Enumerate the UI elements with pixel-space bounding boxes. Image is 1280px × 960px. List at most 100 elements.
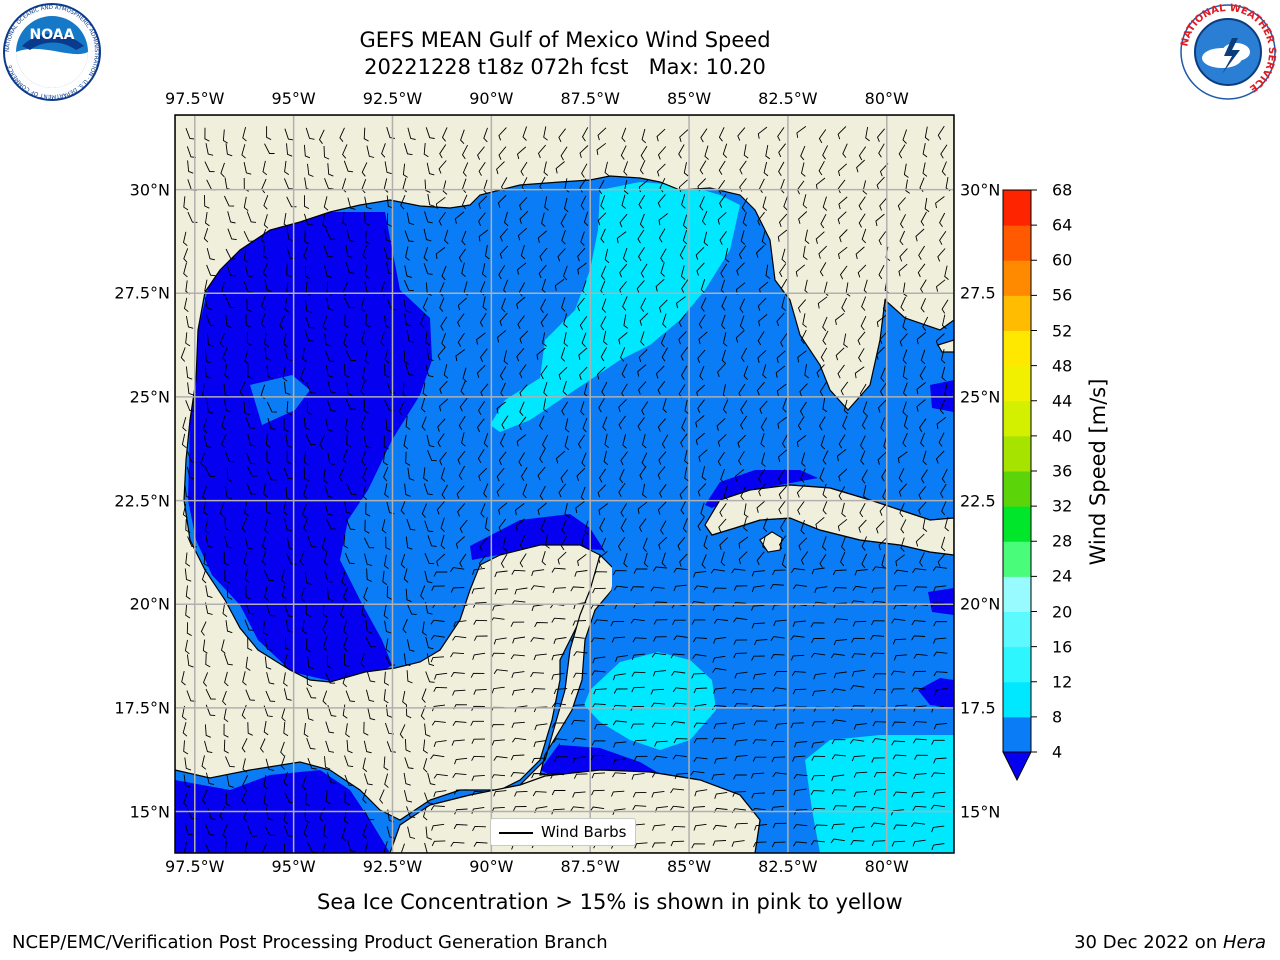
- wind-barb: [857, 331, 866, 346]
- wind-barb: [306, 687, 317, 699]
- wind-barb: [840, 381, 849, 396]
- wind-barb: [776, 383, 787, 396]
- wind-barb: [657, 501, 667, 515]
- page-subtitle: 20221228 t18z 072h fcst Max: 10.20: [364, 55, 766, 79]
- wind-barb: [900, 519, 907, 534]
- wind-barb: [914, 754, 928, 760]
- wind-barb: [452, 721, 467, 727]
- wind-barb: [620, 145, 627, 160]
- colorbar-tick-label: 68: [1052, 180, 1073, 200]
- wind-barb: [263, 244, 269, 259]
- wind-barb: [680, 500, 687, 515]
- wind-barb: [898, 144, 906, 159]
- wind-barb: [719, 537, 729, 550]
- wind-barb: [661, 434, 669, 449]
- wind-barb: [640, 145, 648, 161]
- wind-barb: [435, 196, 446, 209]
- wind-barb: [363, 740, 372, 754]
- wind-barb: [424, 553, 435, 565]
- wind-barb: [362, 789, 367, 804]
- nws-logo: NATIONAL WEATHER SERVICE: [1178, 2, 1278, 102]
- wind-barb: [384, 161, 392, 175]
- wind-barb: [740, 486, 747, 501]
- wind-barb: [365, 689, 375, 702]
- wind-barb: [305, 127, 315, 140]
- wind-barb: [267, 417, 276, 430]
- wind-barb: [698, 314, 706, 329]
- wind-barb: [322, 636, 328, 651]
- colorbar-segment: [1003, 435, 1031, 472]
- wind-barb: [793, 808, 808, 815]
- colorbar-under-arrow: [1002, 751, 1032, 782]
- wind-barb: [224, 569, 230, 584]
- wind-barb: [831, 774, 845, 782]
- wind-barb: [879, 197, 888, 211]
- wind-barb: [873, 688, 888, 695]
- page-title: GEFS MEAN Gulf of Mexico Wind Speed: [359, 28, 771, 52]
- wind-barb: [450, 587, 465, 593]
- wind-barb: [519, 196, 528, 211]
- wind-barb: [676, 296, 686, 309]
- wind-barb: [813, 824, 828, 830]
- wind-barb: [778, 213, 788, 228]
- wind-barb: [458, 248, 467, 263]
- wind-barb: [322, 214, 328, 229]
- wind-barb: [498, 127, 507, 141]
- wind-barb: [892, 771, 907, 777]
- wind-barb: [913, 773, 927, 780]
- wind-barb: [265, 433, 271, 448]
- wind-barb: [604, 248, 610, 264]
- wind-barb: [630, 618, 645, 624]
- wind-barb: [610, 790, 625, 797]
- wind-barb: [590, 755, 605, 761]
- wind-barb: [483, 127, 488, 143]
- wind-barb: [539, 485, 546, 501]
- wind-barb: [327, 399, 336, 412]
- wind-barb: [919, 552, 925, 567]
- wind-barb: [281, 707, 286, 722]
- wind-barb: [797, 416, 805, 431]
- wind-barb: [284, 160, 290, 175]
- wind-barb: [757, 126, 768, 139]
- wind-barb: [638, 349, 648, 363]
- wind-barb: [533, 653, 547, 661]
- wind-barb: [682, 214, 688, 230]
- wind-barb: [205, 212, 210, 227]
- noaa-logo-icon: NOAA NATIONAL OCEANIC AND ATMOSPHERIC AD…: [3, 3, 101, 101]
- wind-barb: [434, 672, 448, 680]
- wind-barb: [693, 637, 707, 643]
- wind-barb: [245, 417, 256, 429]
- wind-barb: [581, 452, 587, 467]
- wind-barb: [530, 672, 545, 678]
- wind-barb: [398, 401, 405, 416]
- wind-barb: [385, 536, 391, 551]
- wind-barb: [484, 517, 490, 532]
- wind-barb: [855, 246, 865, 260]
- wind-barb: [755, 244, 765, 258]
- wind-barb: [426, 653, 435, 667]
- wind-barb: [478, 195, 488, 209]
- wind-barb: [916, 399, 926, 412]
- wind-barb: [793, 774, 808, 780]
- wind-barb: [421, 688, 427, 703]
- wind-barb: [439, 297, 445, 312]
- wind-barb: [185, 332, 191, 347]
- wind-barb: [386, 126, 396, 139]
- wind-barb: [800, 468, 806, 483]
- wind-barb: [451, 739, 465, 746]
- wind-barb: [321, 537, 327, 552]
- wind-barb: [407, 826, 416, 839]
- wind-barb: [367, 707, 376, 721]
- wind-barb: [283, 672, 288, 687]
- wind-barb: [893, 569, 909, 575]
- wind-barb: [403, 772, 411, 786]
- wind-barb: [841, 536, 846, 551]
- wind-barb: [853, 791, 868, 797]
- wind-barb: [780, 333, 788, 348]
- wind-barb: [265, 690, 276, 702]
- wind-barb: [580, 401, 585, 416]
- wind-barb: [871, 587, 885, 593]
- wind-barb: [684, 450, 689, 465]
- wind-barb: [363, 399, 369, 414]
